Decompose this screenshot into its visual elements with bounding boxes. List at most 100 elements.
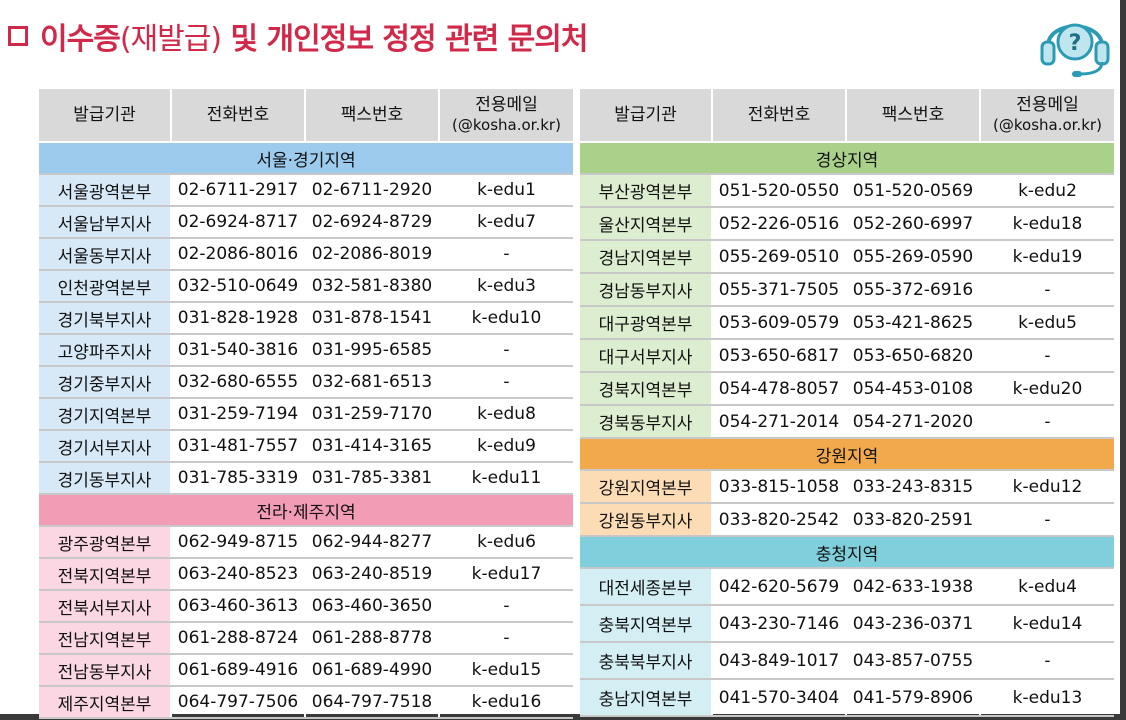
email-cell: k-edu16 xyxy=(439,686,573,719)
email-cell: k-edu10 xyxy=(439,302,573,335)
email-cell: - xyxy=(980,405,1114,439)
header-email-line1: 전용메일 xyxy=(475,95,538,115)
phone-cell: 043-230-7146 xyxy=(712,605,847,643)
org-cell: 충북북부지사 xyxy=(580,642,713,680)
table-row: 경북동부지사 054-271-2014 054-271-2020- xyxy=(580,405,1114,439)
email-cell: k-edu5 xyxy=(980,306,1114,340)
fax-cell: 031-995-6585 xyxy=(305,334,440,367)
email-cell: k-edu19 xyxy=(980,240,1114,274)
org-cell: 경기동부지사 xyxy=(39,462,172,495)
phone-cell: 061-689-4916 xyxy=(171,654,306,687)
table-row: 강원지역본부 033-815-1058 033-243-8315 k-edu12 xyxy=(580,470,1114,504)
phone-cell: 051-520-0550 xyxy=(712,174,847,208)
org-cell: 광주광역본부 xyxy=(39,526,172,559)
fax-cell: 054-271-2020 xyxy=(846,405,981,439)
region-seoul-section: 서울·경기지역 서울광역본부 02-6711-2917 02-6711-2920 k-e… xyxy=(39,142,573,495)
fax-cell: 051-520-0569 xyxy=(846,174,981,208)
fax-cell: 063-240-8519 xyxy=(305,558,440,591)
org-cell: 인천광역본부 xyxy=(39,270,172,303)
region-jeolla-section: 전라·제주지역 광주광역본부 062-949-8715 062-944-8277 k-e… xyxy=(39,494,573,719)
region-header-row: 서울·경기지역 xyxy=(39,142,573,175)
header-phone: 전화번호 xyxy=(712,89,847,143)
region-name: 서울·경기지역 xyxy=(39,142,573,175)
table-header-row: 발급기관 전화번호 팩스번호 전용메일 (@kosha.or.kr) xyxy=(580,89,1114,143)
headset-help-icon: ? xyxy=(1040,23,1110,77)
email-cell: k-edu3 xyxy=(439,270,573,303)
region-gangwon-section: 강원지역 강원지역본부 033-815-1058 033-243-8315 k-edu1… xyxy=(580,438,1114,537)
email-cell: k-edu13 xyxy=(980,679,1114,717)
fax-cell: 02-6924-8729 xyxy=(305,206,440,239)
email-cell: k-edu8 xyxy=(439,398,573,431)
org-cell: 부산광역본부 xyxy=(580,174,713,208)
org-cell: 충북지역본부 xyxy=(580,605,713,643)
fax-cell: 042-633-1938 xyxy=(846,568,981,606)
email-cell: k-edu14 xyxy=(980,605,1114,643)
email-cell: k-edu12 xyxy=(980,470,1114,504)
phone-cell: 043-849-1017 xyxy=(712,642,847,680)
table-row: 경북지역본부 054-478-8057 054-453-0108 k-edu20 xyxy=(580,372,1114,406)
table-row: 고양파주지사 031-540-3816 031-995-6585- xyxy=(39,334,573,367)
table-row: 경기북부지사 031-828-1928 031-878-1541 k-edu10 xyxy=(39,302,573,335)
table-row: 경남지역본부 055-269-0510 055-269-0590 k-edu19 xyxy=(580,240,1114,274)
phone-cell: 054-271-2014 xyxy=(712,405,847,439)
phone-cell: 02-2086-8016 xyxy=(171,238,306,271)
header-org: 발급기관 xyxy=(39,89,172,143)
table-row: 제주지역본부 064-797-7506 064-797-7518 k-edu16 xyxy=(39,686,573,719)
fax-cell: 031-414-3165 xyxy=(305,430,440,463)
table-row: 전남동부지사 061-689-4916 061-689-4990 k-edu15 xyxy=(39,654,573,687)
email-cell: - xyxy=(439,622,573,655)
org-cell: 경북동부지사 xyxy=(580,405,713,439)
org-cell: 경남지역본부 xyxy=(580,240,713,274)
table-row: 전북지역본부 063-240-8523 063-240-8519 k-edu17 xyxy=(39,558,573,591)
email-cell: - xyxy=(980,273,1114,307)
table-row: 전북서부지사 063-460-3613 063-460-3650- xyxy=(39,590,573,623)
region-name: 충청지역 xyxy=(580,536,1114,569)
phone-cell: 033-820-2542 xyxy=(712,503,847,537)
header-email-line2: (@kosha.or.kr) xyxy=(993,116,1102,134)
phone-cell: 031-481-7557 xyxy=(171,430,306,463)
org-cell: 경기서부지사 xyxy=(39,430,172,463)
email-cell: k-edu4 xyxy=(980,568,1114,606)
checkbox-square-icon xyxy=(8,26,28,46)
email-cell: - xyxy=(439,366,573,399)
table-row: 충북북부지사 043-849-1017 043-857-0755- xyxy=(580,642,1114,680)
email-cell: k-edu20 xyxy=(980,372,1114,406)
org-cell: 제주지역본부 xyxy=(39,686,172,719)
left-contact-table: 발급기관 전화번호 팩스번호 전용메일 (@kosha.or.kr) 서울·경기지… xyxy=(39,89,573,719)
fax-cell: 053-421-8625 xyxy=(846,306,981,340)
fax-cell: 041-579-8906 xyxy=(846,679,981,717)
header-email-line2: (@kosha.or.kr) xyxy=(452,116,561,134)
table-row: 인천광역본부 032-510-0649 032-581-8380 k-edu3 xyxy=(39,270,573,303)
org-cell: 서울남부지사 xyxy=(39,206,172,239)
email-cell: k-edu11 xyxy=(439,462,573,495)
email-cell: - xyxy=(980,339,1114,373)
header-email: 전용메일 (@kosha.or.kr) xyxy=(980,89,1114,143)
org-cell: 충남지역본부 xyxy=(580,679,713,717)
header-phone: 전화번호 xyxy=(171,89,306,143)
fax-cell: 043-236-0371 xyxy=(846,605,981,643)
region-header-row: 경상지역 xyxy=(580,142,1114,175)
region-header-row: 전라·제주지역 xyxy=(39,494,573,527)
table-row: 울산지역본부 052-226-0516 052-260-6997 k-edu18 xyxy=(580,207,1114,241)
region-header-row: 강원지역 xyxy=(580,438,1114,471)
email-cell: k-edu6 xyxy=(439,526,573,559)
phone-cell: 063-460-3613 xyxy=(171,590,306,623)
email-cell: - xyxy=(980,642,1114,680)
phone-cell: 054-478-8057 xyxy=(712,372,847,406)
org-cell: 경남동부지사 xyxy=(580,273,713,307)
org-cell: 경기지역본부 xyxy=(39,398,172,431)
fax-cell: 032-581-8380 xyxy=(305,270,440,303)
phone-cell: 055-371-7505 xyxy=(712,273,847,307)
title-paren: (재발급) xyxy=(119,22,222,57)
table-row: 대구광역본부 053-609-0579 053-421-8625 k-edu5 xyxy=(580,306,1114,340)
fax-cell: 055-269-0590 xyxy=(846,240,981,274)
phone-cell: 053-609-0579 xyxy=(712,306,847,340)
table-row: 경남동부지사 055-371-7505 055-372-6916- xyxy=(580,273,1114,307)
fax-cell: 064-797-7518 xyxy=(305,686,440,719)
org-cell: 전북서부지사 xyxy=(39,590,172,623)
org-cell: 전남지역본부 xyxy=(39,622,172,655)
region-name: 경상지역 xyxy=(580,142,1114,175)
fax-cell: 053-650-6820 xyxy=(846,339,981,373)
org-cell: 울산지역본부 xyxy=(580,207,713,241)
email-cell: k-edu18 xyxy=(980,207,1114,241)
